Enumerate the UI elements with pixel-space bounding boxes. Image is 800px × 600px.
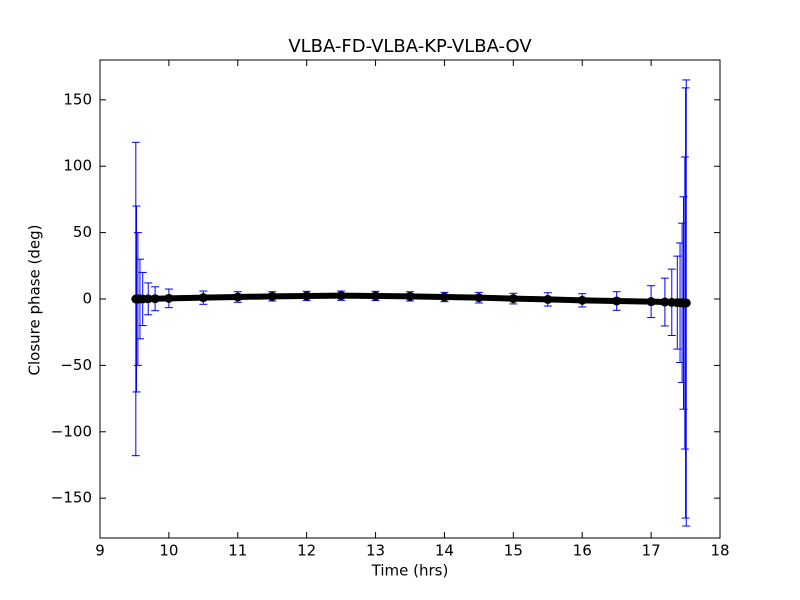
x-tick-label: 13 xyxy=(366,542,385,560)
x-axis-label: Time (hrs) xyxy=(371,562,449,580)
data-point xyxy=(646,297,656,307)
y-tick-label: 150 xyxy=(63,90,92,108)
x-tick-label: 15 xyxy=(504,542,523,560)
x-tick-label: 18 xyxy=(710,542,729,560)
plot-area xyxy=(131,79,691,527)
data-point xyxy=(508,294,518,304)
x-tick-label: 10 xyxy=(159,542,178,560)
data-point xyxy=(681,298,691,308)
x-tick-label: 16 xyxy=(573,542,592,560)
y-tick-label: −150 xyxy=(51,489,92,507)
data-point xyxy=(164,293,174,303)
data-point xyxy=(267,291,277,301)
y-axis-label: Closure phase (deg) xyxy=(26,225,44,376)
y-tick-label: −100 xyxy=(51,422,92,440)
data-point xyxy=(150,294,160,304)
data-point xyxy=(336,291,346,301)
data-point xyxy=(405,291,415,301)
y-tick-label: 100 xyxy=(63,157,92,175)
data-point xyxy=(474,293,484,303)
y-tick-label: −50 xyxy=(60,356,92,374)
data-point xyxy=(439,292,449,302)
x-tick-label: 14 xyxy=(435,542,454,560)
data-point xyxy=(371,291,381,301)
data-point xyxy=(233,292,243,302)
y-tick-label: 0 xyxy=(82,290,92,308)
x-tick-label: 17 xyxy=(642,542,661,560)
data-point xyxy=(612,296,622,306)
data-point xyxy=(577,295,587,305)
x-tick-label: 12 xyxy=(297,542,316,560)
data-point xyxy=(143,294,153,304)
data-point xyxy=(660,297,670,307)
y-tick-label: 50 xyxy=(73,223,92,241)
chart-title: VLBA-FD-VLBA-KP-VLBA-OV xyxy=(288,36,532,57)
x-tick-label: 9 xyxy=(95,542,105,560)
data-point xyxy=(302,291,312,301)
data-point xyxy=(198,293,208,303)
x-tick-label: 11 xyxy=(228,542,247,560)
data-point xyxy=(543,294,553,304)
